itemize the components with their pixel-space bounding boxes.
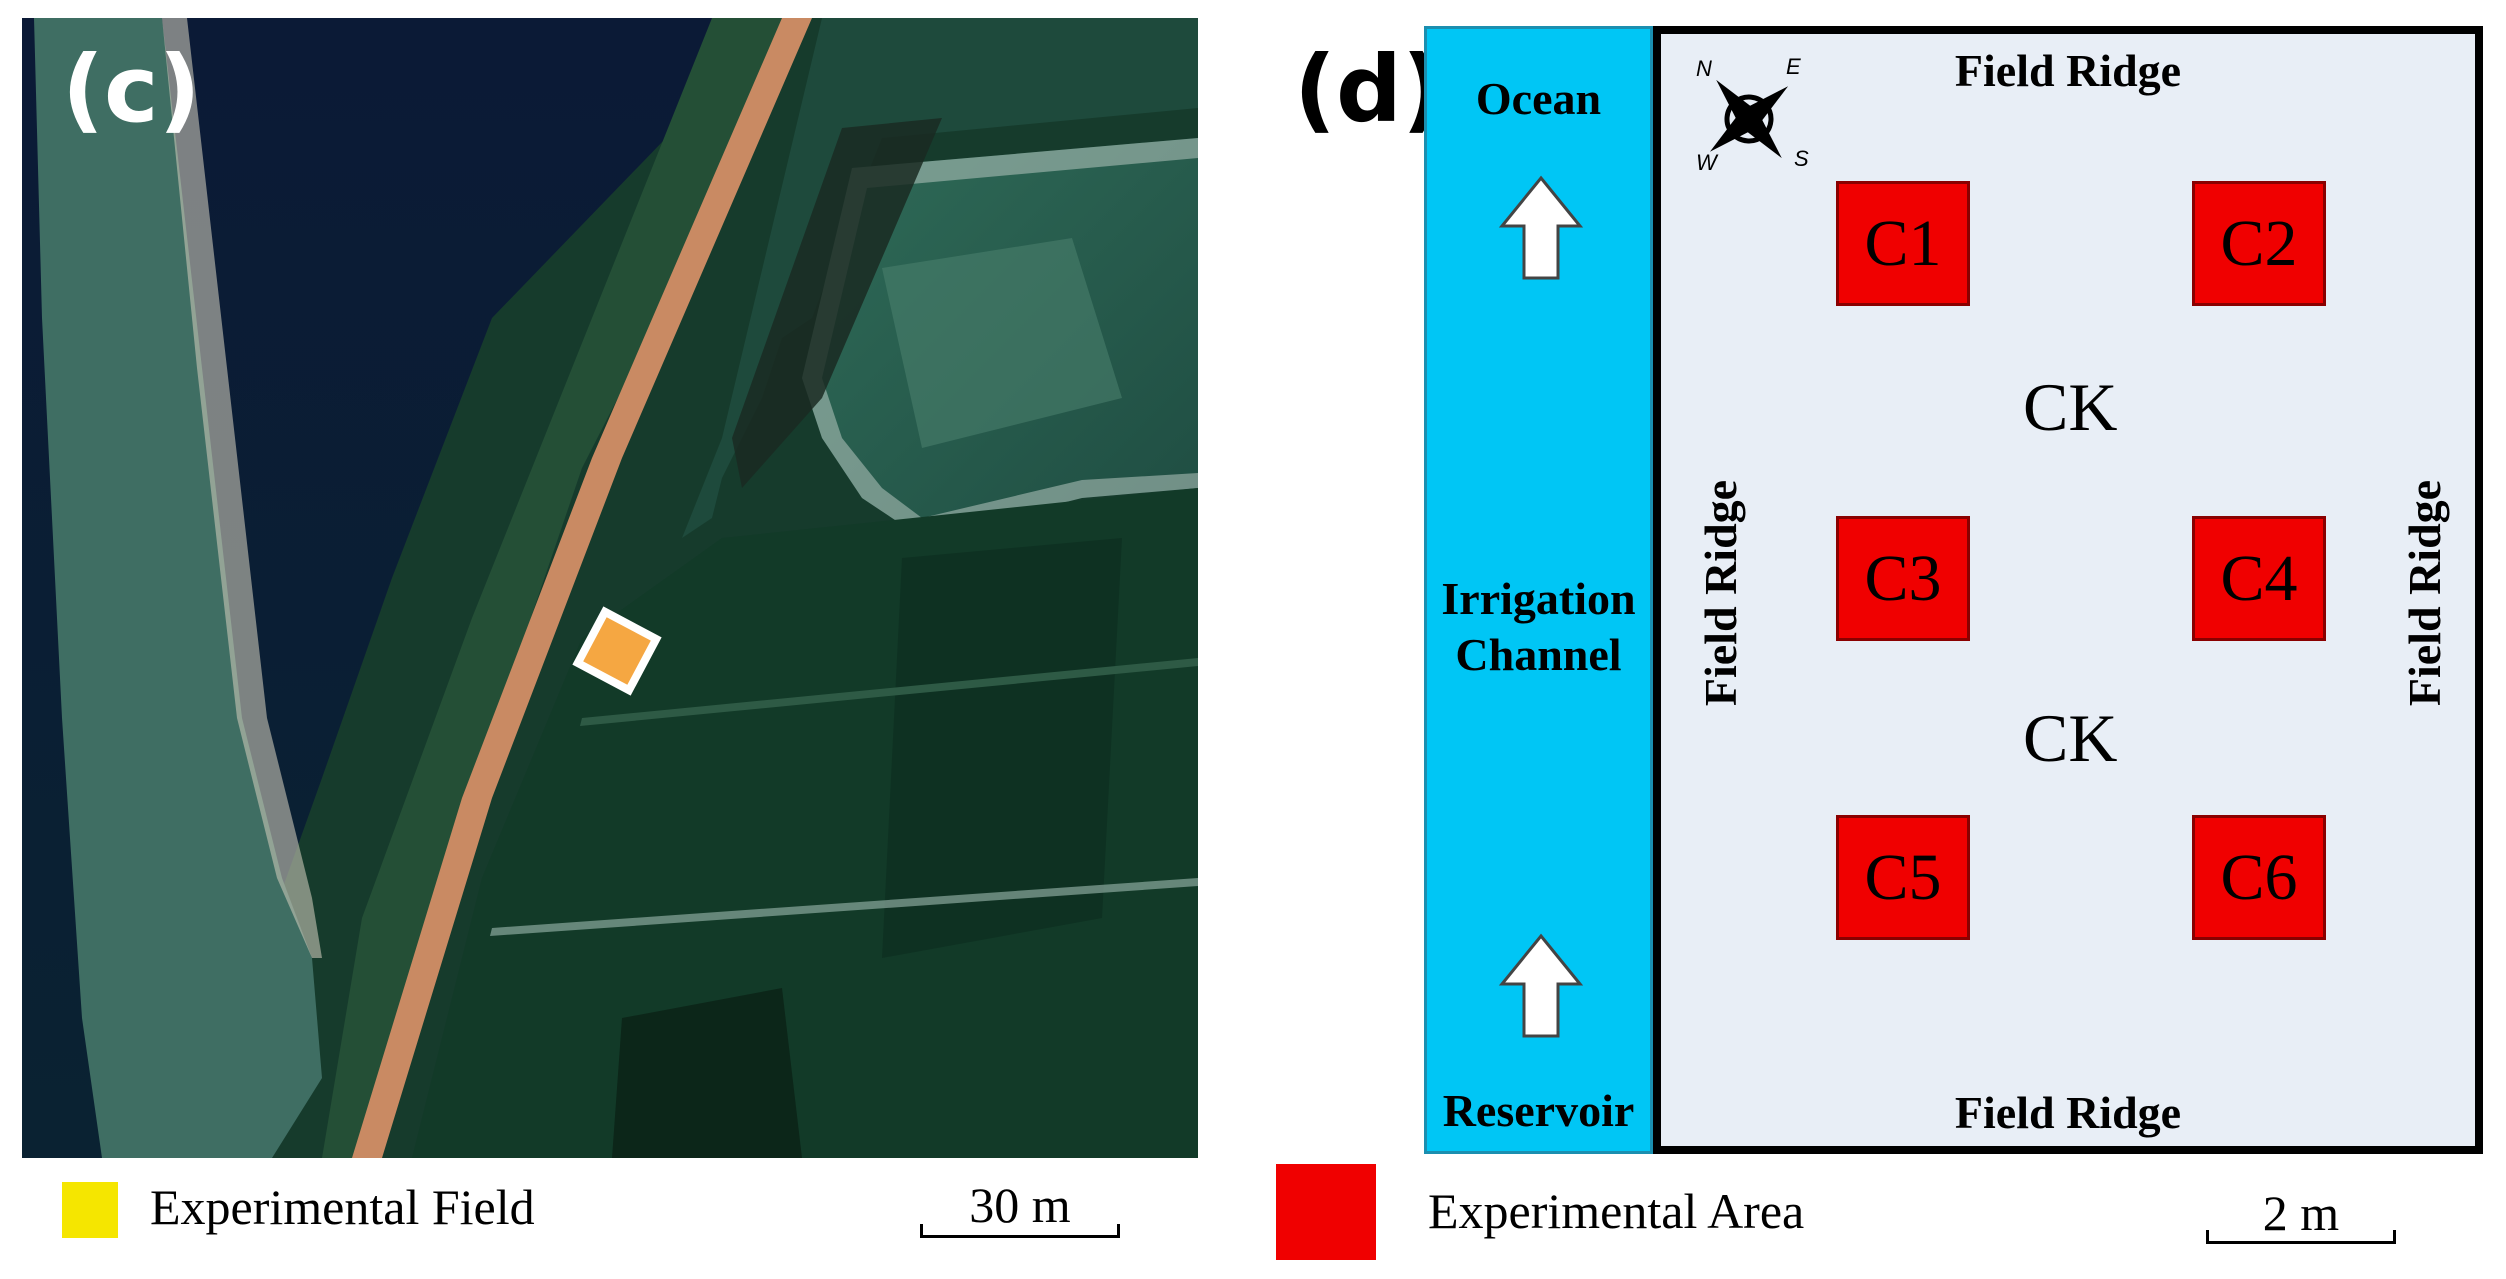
compass-rose-icon — [1709, 79, 1789, 159]
experimental-field-legend-label: Experimental Field — [150, 1179, 535, 1235]
paddy-plot — [612, 988, 802, 1158]
dark-plot — [732, 118, 942, 488]
experimental-field — [1653, 26, 2483, 1154]
scale-bar-d-label: 2 m — [2262, 1185, 2340, 1241]
compass-e-label: E — [1786, 54, 1801, 79]
plot-c1: C1 — [1836, 181, 1970, 306]
control-label-ck-2: CK — [2023, 700, 2118, 776]
compass-w-label: W — [1696, 150, 1717, 175]
channel-label-line-2: Channel — [1455, 629, 1622, 680]
field-ridge-right: Field Ridge — [2399, 479, 2450, 707]
field-ridge-top: Field Ridge — [1954, 45, 2182, 96]
experimental-field-legend-swatch — [62, 1182, 118, 1238]
pond-shimmer — [882, 238, 1122, 448]
channel-label-line-1: Irrigation — [1441, 573, 1636, 624]
scale-bar-c-line — [920, 1224, 1120, 1238]
scale-bar-d: 2 m — [2206, 1184, 2396, 1244]
flow-arrow-up-icon — [1498, 175, 1584, 280]
ocean-label: Ocean — [1475, 73, 1602, 124]
control-label-ck-1: CK — [2023, 369, 2118, 445]
field-ridge-left: Field Ridge — [1695, 479, 1746, 707]
satellite-image — [22, 18, 1198, 1158]
field-boundary — [490, 878, 1198, 936]
compass-n-label: N — [1696, 56, 1712, 81]
panel-c: (c) Experimental Field 30 m — [0, 0, 1240, 1279]
sandbar-edge — [162, 18, 322, 958]
scale-bar-c-label: 30 m — [969, 1177, 1071, 1233]
plot-c4: C4 — [2192, 516, 2326, 641]
paddy-plot-dark — [882, 538, 1122, 958]
pond-upper — [682, 18, 1198, 538]
field-boundary — [580, 658, 1198, 726]
plot-c6: C6 — [2192, 815, 2326, 940]
plot-c2: C2 — [2192, 181, 2326, 306]
experimental-field-marker — [572, 606, 662, 696]
plot-c5: C5 — [1836, 815, 1970, 940]
panel-d: (d) Ocean Irrigation Channel Reservoir F… — [1240, 0, 2506, 1279]
plot-c3: C3 — [1836, 516, 1970, 641]
tidal-flat — [34, 18, 322, 1158]
experimental-area-legend-swatch — [1276, 1164, 1376, 1260]
satellite-map — [22, 18, 1198, 1158]
vegetation-strip — [322, 18, 812, 1158]
scale-bar-d-line — [2206, 1230, 2396, 1244]
compass-s-label: S — [1794, 146, 1809, 171]
dike-road — [352, 18, 812, 1158]
scale-bar-c: 30 m — [920, 1176, 1120, 1238]
field-ridge-bottom: Field Ridge — [1954, 1087, 2182, 1138]
reservoir-label: Reservoir — [1442, 1085, 1635, 1136]
flow-arrow-up-icon — [1498, 933, 1584, 1038]
experimental-area-legend-label: Experimental Area — [1428, 1183, 1805, 1239]
panel-label-d: (d) — [1294, 36, 1444, 143]
panel-label-c: (c) — [62, 36, 201, 143]
